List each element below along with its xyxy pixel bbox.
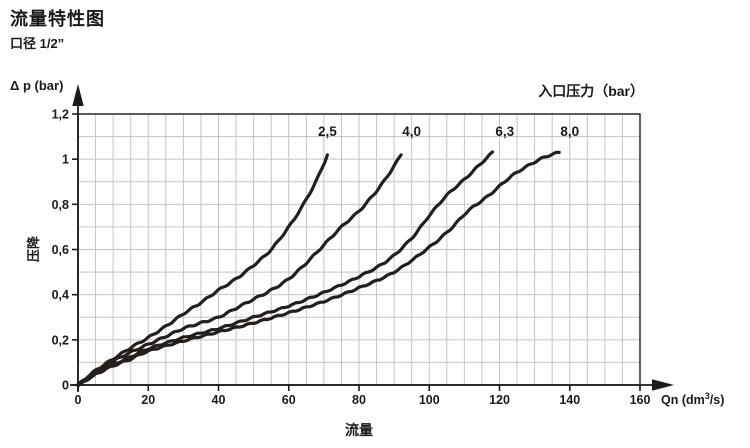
y-tick-label: 1,2 xyxy=(52,108,69,122)
y-tick-label: 0,6 xyxy=(52,243,69,257)
x-tick-label: 40 xyxy=(212,393,226,407)
x-unit-superscript: 3 xyxy=(704,391,710,401)
x-tick-label: 60 xyxy=(282,393,296,407)
curve-4,0 xyxy=(76,153,403,387)
curve-6,3 xyxy=(76,150,495,388)
y-tick-label: 0,4 xyxy=(52,288,69,302)
x-tick-label: 120 xyxy=(489,393,510,407)
x-tick-label: 100 xyxy=(419,393,440,407)
y-tick-label: 0 xyxy=(62,379,69,393)
y-axis-arrow xyxy=(72,84,84,106)
curve-2,5 xyxy=(76,153,329,387)
x-unit-prefix: Qn (dm xyxy=(661,393,705,408)
x-tick-label: 80 xyxy=(352,393,366,407)
curve-8,0 xyxy=(76,150,561,387)
y-tick-label: 0,2 xyxy=(52,333,69,347)
x-axis-unit-label: Qn (dm3/s) xyxy=(661,391,724,407)
y-tick-label: 1 xyxy=(62,153,69,167)
curve-label: 2,5 xyxy=(318,124,337,139)
x-axis-arrow xyxy=(652,379,674,391)
y-tick-label: 0,8 xyxy=(52,198,69,212)
x-tick-label: 140 xyxy=(559,393,580,407)
x-tick-label: 0 xyxy=(75,393,82,407)
x-tick-label: 160 xyxy=(630,393,651,407)
x-tick-label: 20 xyxy=(141,393,155,407)
y-axis-title: Δ p (bar) xyxy=(10,78,64,93)
page-title: 流量特性图 xyxy=(10,9,105,29)
x-unit-suffix: /s) xyxy=(709,393,725,408)
page-subtitle: 口径 1/2” xyxy=(10,36,65,51)
x-axis-label: 流量 xyxy=(345,422,373,438)
curve-label: 6,3 xyxy=(495,124,514,139)
curve-label: 8,0 xyxy=(560,124,579,139)
legend-title: 入口压力（bar） xyxy=(538,83,644,99)
curve-label: 4,0 xyxy=(402,124,421,139)
